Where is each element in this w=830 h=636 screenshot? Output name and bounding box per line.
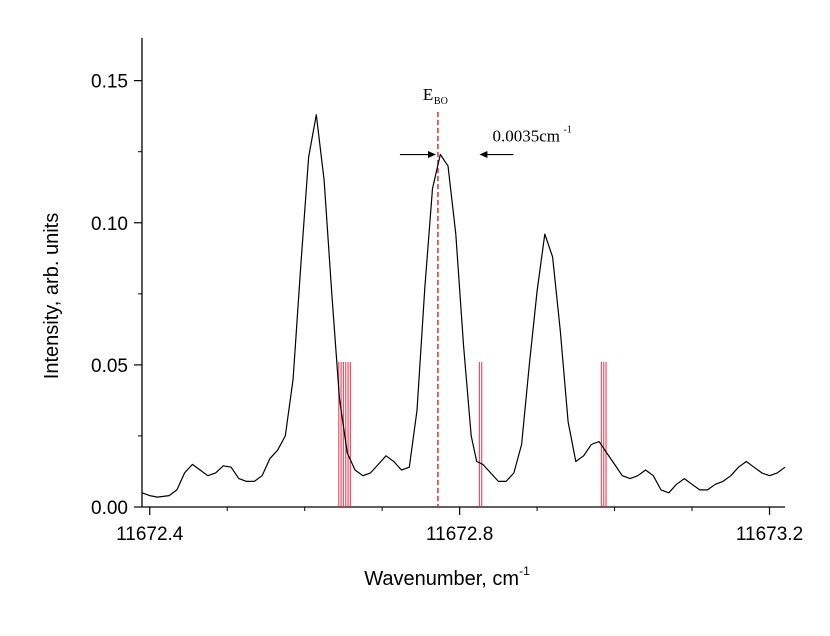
- x-tick-label: 11672.8: [426, 524, 493, 545]
- spectrum-line: [141, 114, 786, 498]
- y-tick-label: 0.00: [91, 498, 128, 519]
- tick-labels: 0.00 0.05 0.10 0.15 11672.4 11672.8 11673.2: [91, 72, 803, 545]
- axes: [134, 38, 785, 515]
- annotation-group: 0.0035cm -1: [399, 125, 572, 159]
- y-axis-title: Intensity, arb. units: [41, 213, 63, 379]
- x-axis-title: Wavenumber, cm-1: [364, 564, 530, 590]
- arrow-left-head: [427, 151, 436, 159]
- x-tick-label: 11672.4: [116, 524, 184, 545]
- x-axis-title-superscript: -1: [519, 564, 530, 578]
- annotation-superscript: -1: [563, 125, 571, 136]
- series-group: [141, 114, 786, 498]
- marker-label: E: [423, 85, 433, 104]
- y-tick-label: 0.10: [91, 214, 128, 235]
- x-tick-label: 11673.2: [736, 524, 803, 545]
- stick-spectrum: [338, 362, 607, 507]
- marker-line-group: E BO: [423, 85, 448, 507]
- arrow-right-head: [479, 151, 488, 159]
- annotation-text: 0.0035cm: [492, 127, 560, 146]
- marker-label-subscript: BO: [434, 96, 448, 107]
- y-tick-label: 0.05: [91, 356, 128, 377]
- y-tick-label: 0.15: [91, 72, 128, 93]
